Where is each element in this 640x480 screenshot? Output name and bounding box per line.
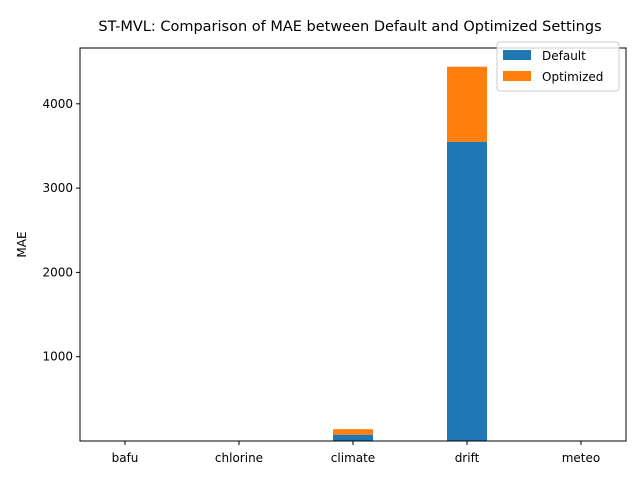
bar-default-climate (333, 434, 373, 441)
y-tick-label: 1000 (42, 350, 73, 364)
y-tick-label: 4000 (42, 97, 73, 111)
x-tick-label: meteo (562, 451, 601, 465)
legend-swatch-default (503, 50, 531, 60)
y-axis: 1000 2000 3000 4000 (42, 97, 80, 364)
bar-default-drift (447, 141, 487, 441)
x-tick-label: drift (455, 451, 480, 465)
legend-label-default: Default (542, 49, 586, 63)
x-tick-label: bafu (112, 451, 139, 465)
bar-optimized-climate (333, 429, 373, 435)
bars-layer (105, 66, 601, 441)
plot-area-frame (79, 47, 627, 442)
bar-optimized-drift (447, 66, 487, 142)
chart-title: ST-MVL: Comparison of MAE between Defaul… (98, 19, 601, 35)
legend-label-optimized: Optimized (542, 70, 603, 84)
x-tick-label: climate (331, 451, 375, 465)
x-axis: bafu chlorine climate drift meteo (112, 441, 601, 465)
y-tick-label: 3000 (42, 181, 73, 195)
legend: Default Optimized (496, 41, 620, 92)
y-tick-label: 2000 (42, 265, 73, 279)
y-axis-label: MAE (15, 231, 29, 257)
x-tick-label: chlorine (215, 451, 263, 465)
legend-swatch-optimized (503, 71, 531, 81)
